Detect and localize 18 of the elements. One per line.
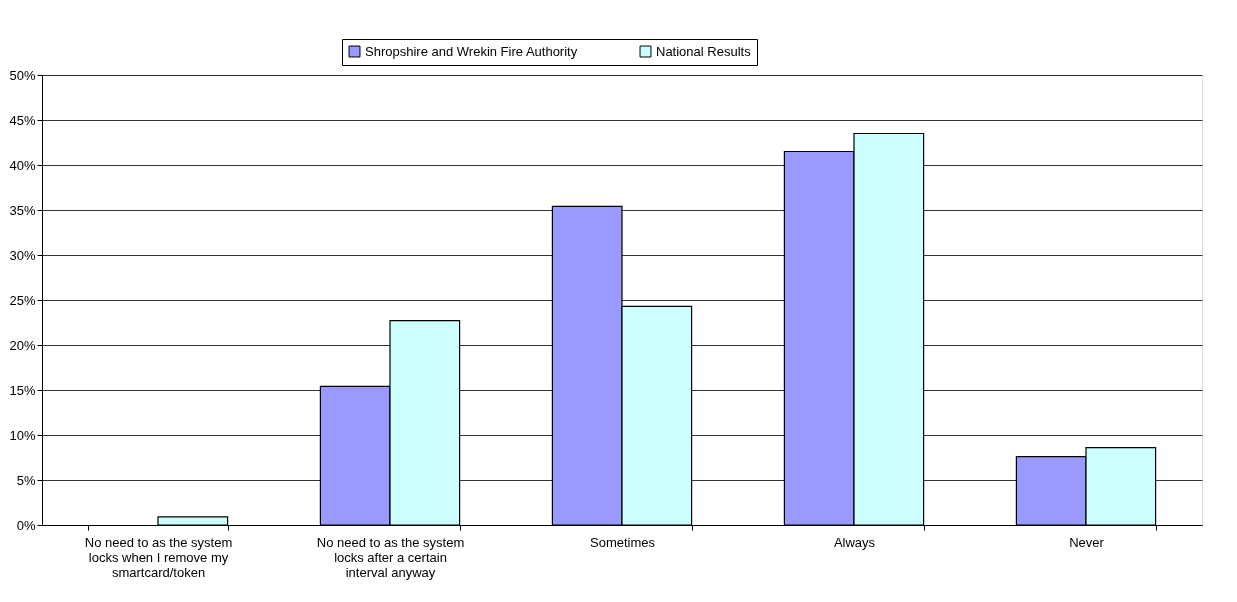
x-tick-label: No need to as the system locks when I remove my smartcard/token [84,534,233,580]
x-tick-label: Sometimes [589,534,656,550]
y-tick-label: 0% [16,517,36,533]
y-tick-label: 45% [9,112,36,128]
legend-label: National Results [656,43,752,59]
y-tick-label: 20% [9,337,36,353]
y-tick-label: 50% [9,67,36,83]
y-tick-label: 35% [9,202,36,218]
x-tick-label: Always [833,534,876,550]
y-tick-label: 40% [9,157,36,173]
legend-label: Shropshire and Wrekin Fire Authority [365,43,578,59]
y-tick-label: 5% [16,472,36,488]
x-tick-label: Never [1069,534,1105,550]
y-tick-label: 15% [9,382,36,398]
x-tick-label: No need to as the system locks after a certain interval anyway [316,534,465,580]
y-tick-label: 30% [9,247,36,263]
y-tick-label: 25% [9,292,36,308]
y-tick-label: 10% [9,427,36,443]
